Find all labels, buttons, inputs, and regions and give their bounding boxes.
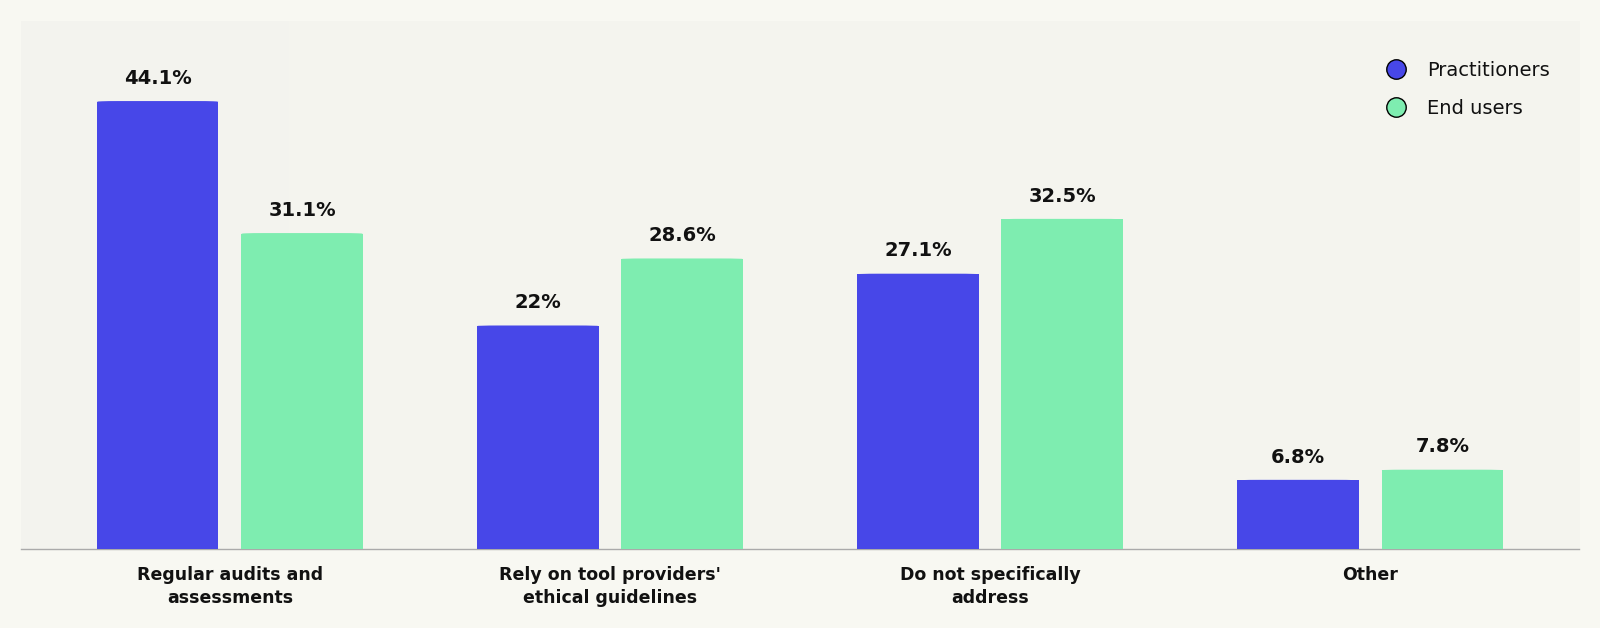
- Text: 32.5%: 32.5%: [1029, 187, 1096, 205]
- FancyBboxPatch shape: [858, 274, 979, 275]
- Text: 27.1%: 27.1%: [885, 242, 952, 261]
- FancyBboxPatch shape: [1381, 470, 1502, 549]
- Text: 7.8%: 7.8%: [1416, 438, 1469, 457]
- FancyBboxPatch shape: [242, 234, 363, 549]
- FancyBboxPatch shape: [621, 259, 742, 549]
- Legend: Practitioners, End users: Practitioners, End users: [1357, 41, 1570, 138]
- FancyBboxPatch shape: [1237, 480, 1358, 481]
- Text: 22%: 22%: [514, 293, 562, 312]
- FancyBboxPatch shape: [1002, 219, 1123, 220]
- Text: 44.1%: 44.1%: [123, 69, 192, 88]
- Text: 6.8%: 6.8%: [1270, 448, 1325, 467]
- FancyBboxPatch shape: [477, 326, 598, 549]
- FancyBboxPatch shape: [1237, 480, 1358, 549]
- FancyBboxPatch shape: [1002, 219, 1123, 549]
- FancyBboxPatch shape: [242, 233, 363, 234]
- FancyBboxPatch shape: [98, 102, 219, 549]
- FancyBboxPatch shape: [98, 101, 219, 102]
- FancyBboxPatch shape: [1381, 470, 1502, 471]
- FancyBboxPatch shape: [858, 274, 979, 549]
- Text: 28.6%: 28.6%: [648, 226, 717, 246]
- FancyBboxPatch shape: [477, 325, 598, 327]
- Text: 31.1%: 31.1%: [269, 201, 336, 220]
